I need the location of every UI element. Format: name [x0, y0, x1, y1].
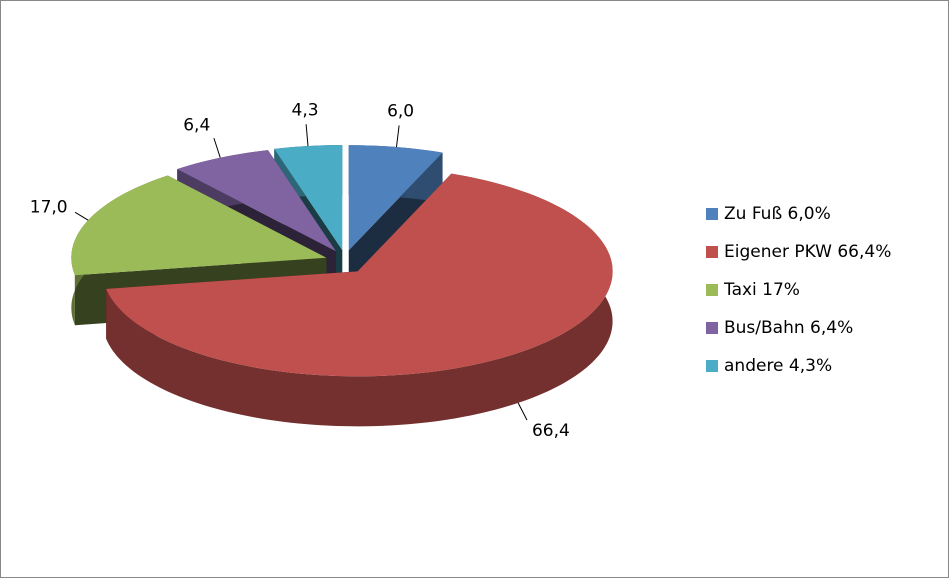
legend-swatch: [706, 208, 718, 220]
legend-swatch: [706, 246, 718, 258]
legend-swatch: [706, 284, 718, 296]
leader-line: [305, 124, 309, 147]
legend-label: Eigener PKW 66,4%: [724, 242, 891, 262]
leader-line: [395, 125, 400, 148]
legend-label: Zu Fuß 6,0%: [724, 204, 831, 224]
data-label: 6,0: [387, 102, 414, 122]
slice-top: [71, 175, 327, 276]
legend-label: andere 4,3%: [724, 356, 832, 376]
legend-swatch: [706, 322, 718, 334]
data-label: 4,3: [292, 100, 319, 120]
data-label: 66,4: [532, 421, 570, 441]
slice-top: [177, 150, 336, 252]
data-label: 6,4: [183, 116, 210, 136]
leader-line: [517, 402, 528, 421]
leader-line: [74, 211, 89, 221]
pie-slice: [106, 173, 613, 427]
legend-swatch: [706, 360, 718, 372]
legend-label: Bus/Bahn 6,4%: [724, 318, 853, 338]
slice-top: [348, 145, 443, 251]
leader-line: [213, 137, 221, 158]
slice-top: [274, 145, 343, 251]
slice-top: [106, 173, 613, 377]
legend-label: Taxi 17%: [723, 280, 800, 300]
slice-side: [106, 173, 613, 427]
data-label: 17,0: [30, 197, 68, 217]
